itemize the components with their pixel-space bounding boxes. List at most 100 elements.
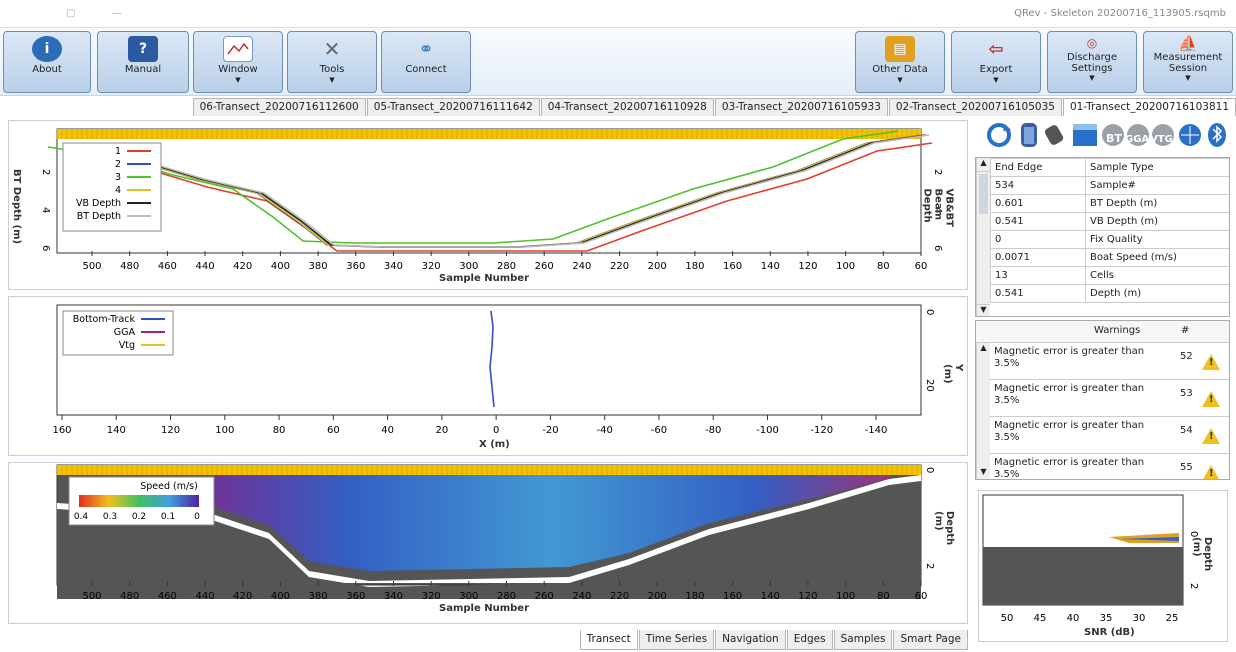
bluetooth-icon [1208, 123, 1226, 147]
legend-label: BT Depth [77, 211, 121, 222]
track-plot-area [56, 304, 922, 416]
tab-transect-06[interactable]: 06-Transect_20200716112600 [192, 98, 366, 116]
contour-xlabel: Sample Number [439, 603, 529, 614]
warnings-scrollbar[interactable]: ▲ ▼ [976, 343, 990, 479]
warning-item[interactable]: Magnetic error is greater than 3.5% 53! [990, 380, 1229, 417]
bt-label: BT [1106, 132, 1122, 145]
refresh-icon[interactable] [987, 123, 1011, 147]
depth-series-line [81, 142, 933, 252]
track-xtick: 60 [327, 425, 340, 436]
about-button[interactable]: i About [3, 31, 91, 93]
depth-icon [1073, 124, 1097, 146]
minimize-icon[interactable]: — [112, 8, 122, 19]
chevron-down-icon: ▼ [897, 76, 903, 84]
depth-plot-area [56, 128, 922, 254]
contour-xtick: 480 [120, 591, 139, 602]
window-title: QRev - Skeleton 20200716_113905.rsqmb [1014, 8, 1226, 19]
warning-item[interactable]: Magnetic error is greater than 3.5% 52! [990, 343, 1229, 380]
depth-ylabel-right: VB&BT Beam Depth [921, 188, 955, 228]
legend-label: VB Depth [76, 198, 121, 209]
colorbar-tick: 0.3 [103, 512, 117, 522]
property-row: 534 Sample# [990, 176, 1229, 195]
depth-xtick: 440 [195, 261, 214, 272]
warning-icon: ! [1202, 428, 1220, 444]
snr-profile [1109, 533, 1179, 543]
snr-chart[interactable]: 50 45 40 35 30 25 0 2 [979, 491, 1229, 643]
tab-transect-02[interactable]: 02-Transect_20200716105035 [888, 98, 1062, 116]
other-data-button[interactable]: ▤ Other Data ▼ [855, 31, 945, 93]
track-xtick: -100 [756, 425, 779, 436]
tab-transect[interactable]: Transect [579, 630, 638, 650]
measurement-session-icon: ⛵ [1178, 33, 1198, 53]
legend-label: 3 [115, 172, 121, 183]
discharge-settings-icon: ◎ [1086, 36, 1098, 50]
snr-ytick: 0 [1188, 531, 1199, 537]
scroll-down-icon[interactable]: ▼ [977, 304, 990, 316]
manual-button[interactable]: ? Manual [97, 31, 189, 93]
properties-scrollbar[interactable]: ▲ ▼ [976, 158, 990, 316]
measurement-session-button[interactable]: ⛵ Measurement Session ▼ [1143, 31, 1233, 93]
warning-item[interactable]: Magnetic error is greater than 3.5% 54! [990, 417, 1229, 454]
scroll-thumb[interactable] [979, 174, 988, 214]
property-name: Cells [1085, 266, 1229, 285]
depth-xtick: 100 [836, 261, 855, 272]
chevron-down-icon: ▼ [993, 76, 999, 84]
gps-globe-icon [1179, 124, 1201, 146]
scroll-down-icon[interactable]: ▼ [980, 467, 987, 476]
maximize-icon[interactable]: ▢ [66, 8, 76, 19]
track-xtick: 120 [161, 425, 180, 436]
tools-button[interactable]: ✕ Tools ▼ [287, 31, 377, 93]
property-name: VB Depth (m) [1085, 212, 1229, 231]
scroll-up-icon[interactable]: ▲ [977, 158, 990, 172]
colorbar-tick: 0 [194, 512, 200, 522]
contour-xtick: 260 [535, 591, 554, 602]
tab-transect-04[interactable]: 04-Transect_20200716110928 [540, 98, 714, 116]
contour-chart-panel: 500 480 460 440 420 400 380 360 340 320 300 280 260 2… [8, 462, 968, 624]
depth-xtick: 160 [723, 261, 742, 272]
view-tabs: Smart Page Samples Edges Navigation Time Ser… [579, 630, 968, 650]
contour-xtick: 300 [459, 591, 478, 602]
contour-xtick: 280 [497, 591, 516, 602]
export-icon: ⇦ [988, 38, 1004, 60]
window-chart-icon [223, 36, 253, 62]
track-xtick: 40 [381, 425, 394, 436]
tab-transect-01[interactable]: 01-Transect_20200716103811 [1062, 98, 1236, 116]
contour-xtick: 140 [761, 591, 780, 602]
window-button[interactable]: Window ▼ [193, 31, 283, 93]
property-name: Sample# [1085, 176, 1229, 195]
tab-edges[interactable]: Edges [786, 630, 833, 650]
contour-xtick: 80 [877, 591, 890, 602]
snr-xtick: 45 [1034, 613, 1047, 624]
track-xlabel: X (m) [479, 439, 510, 450]
warnings-header: Warnings [1094, 325, 1141, 336]
scroll-up-icon[interactable]: ▲ [980, 343, 987, 352]
gga-globe-icon: GGA [1125, 124, 1149, 146]
export-button[interactable]: ⇦ Export ▼ [951, 31, 1041, 93]
tab-time-series[interactable]: Time Series [638, 630, 715, 650]
contour-xtick: 380 [309, 591, 328, 602]
tab-transect-05[interactable]: 05-Transect_20200716111642 [366, 98, 540, 116]
contour-xtick: 60 [915, 591, 928, 602]
property-value: 13 [990, 266, 1086, 285]
depth-xtick: 60 [915, 261, 928, 272]
discharge-settings-button[interactable]: ◎ Discharge Settings ▼ [1047, 31, 1137, 93]
contour-xtick: 220 [610, 591, 629, 602]
tab-smart-page[interactable]: Smart Page [893, 630, 968, 650]
contour-ytick: 2 [924, 563, 935, 569]
contour-chart[interactable]: 500 480 460 440 420 400 380 360 340 320 300 280 260 2… [9, 463, 969, 625]
tab-transect-03[interactable]: 03-Transect_20200716105933 [714, 98, 888, 116]
connect-button[interactable]: ⚭ Connect [381, 31, 471, 93]
ribbon-toolbar: i About ? Manual Window ▼ ✕ Tools ▼ ⚭ Co… [0, 28, 1236, 96]
track-legend: Bottom-Track GGA Vtg [62, 310, 174, 356]
depth-chart[interactable]: 500 480 460 440 420 400 380 360 340 320 300 280 260 2… [9, 121, 969, 291]
warning-item[interactable]: Magnetic error is greater than 3.5% 55! [990, 454, 1229, 479]
tab-samples[interactable]: Samples [833, 630, 893, 650]
depth-ytick-left: 4 [40, 207, 51, 213]
track-chart[interactable]: 160 140 120 100 80 60 40 20 0 -20 -40 -60 -80 -100 -12… [9, 297, 969, 457]
depth-legend: 1 2 3 4 VB Depth BT Depth [62, 142, 162, 232]
snr-xtick: 35 [1100, 613, 1113, 624]
tab-navigation[interactable]: Navigation [715, 630, 786, 650]
snr-xtick: 40 [1067, 613, 1080, 624]
track-xtick: 80 [273, 425, 286, 436]
depth-xtick: 480 [120, 261, 139, 272]
